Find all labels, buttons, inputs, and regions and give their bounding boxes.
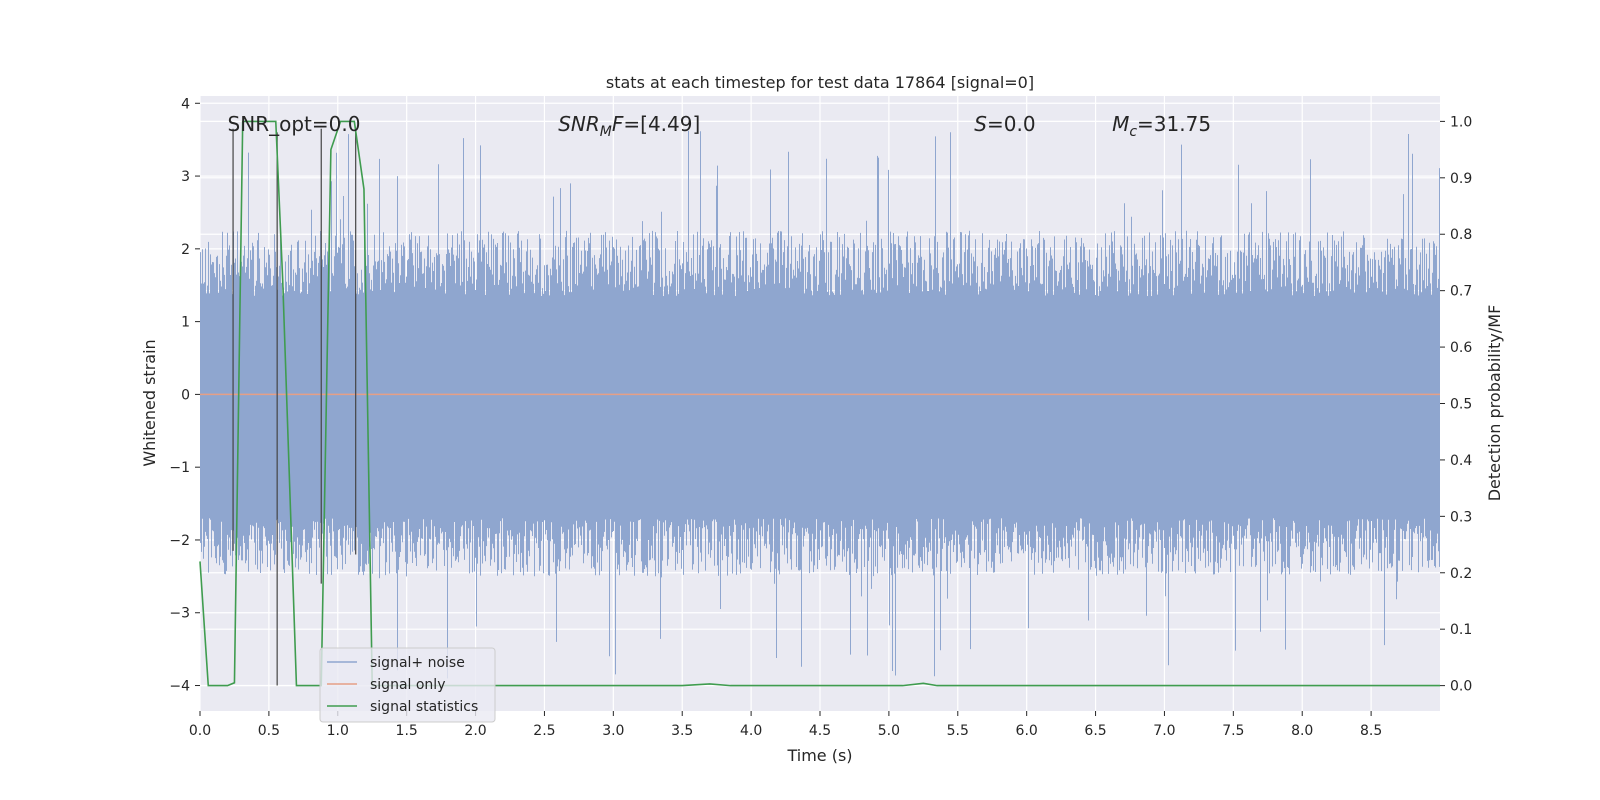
x-tick-label: 0.5 (258, 723, 280, 739)
annotations: SNR_opt=0.0 SNRMF=[4.49] S=0.0 Mc=31.75 (228, 112, 1212, 140)
left-tick-label: −3 (169, 606, 190, 622)
annotation-suffix-italic: F (612, 112, 624, 136)
annotation-prefix: SNR (558, 112, 600, 136)
left-tick-label: 0 (181, 387, 190, 403)
annotation-subscript: M (600, 124, 612, 140)
x-tick-label: 8.5 (1360, 723, 1382, 739)
annotation-suffix: =0.0 (987, 112, 1036, 136)
annotation-prefix: SNR_opt=0.0 (228, 112, 361, 136)
noise-trace (200, 130, 1440, 679)
x-tick-label: 0.0 (189, 723, 211, 739)
annotation-2: S=0.0 (974, 112, 1035, 136)
annotation-1: SNRMF=[4.49] (558, 112, 700, 140)
right-tick-label: 0.6 (1450, 340, 1472, 356)
annotation-subscript: c (1129, 124, 1137, 140)
signal-statistics-line (199, 120, 1440, 687)
annotation-suffix-rest: =[4.49] (623, 112, 700, 136)
x-tick-label: 7.0 (1153, 723, 1175, 739)
left-tick-label: −4 (169, 679, 190, 695)
right-tick-label: 0.0 (1450, 679, 1472, 695)
annotation-prefix: M (1112, 112, 1129, 136)
left-tick-label: 4 (181, 96, 190, 112)
x-tick-label: 3.5 (671, 723, 693, 739)
left-tick-label: −2 (169, 533, 190, 549)
signal-statistics-series (199, 120, 1440, 687)
left-tick-label: 1 (181, 315, 190, 331)
legend-label-signal-noise: signal+ noise (370, 655, 465, 671)
right-tick-label: 1.0 (1450, 114, 1472, 130)
right-tick-label: 0.1 (1450, 622, 1472, 638)
x-axis-ticks: 0.0 0.5 1.0 1.5 2.0 2.5 3.0 3.5 4.0 4.5 5.0 5.5 6.0 6… (189, 711, 1382, 739)
x-tick-label: 6.0 (1016, 723, 1038, 739)
y2-axis-label: Detection probability/MF (1485, 305, 1504, 502)
right-tick-label: 0.9 (1450, 171, 1472, 187)
x-tick-label: 8.0 (1291, 723, 1313, 739)
left-tick-label: 3 (181, 169, 190, 185)
x-axis-label: Time (s) (786, 746, 852, 765)
right-tick-label: 0.8 (1450, 227, 1472, 243)
left-y-axis-ticks: −4 −3 −2 −1 0 1 2 3 4 (169, 96, 200, 695)
x-tick-label: 7.5 (1222, 723, 1244, 739)
annotation-suffix: =31.75 (1137, 112, 1211, 136)
x-tick-label: 1.5 (396, 723, 418, 739)
right-tick-label: 0.7 (1450, 284, 1472, 300)
right-y-axis-ticks: 0.0 0.1 0.2 0.3 0.4 0.5 0.6 0.7 0.8 0.9 1.0 (1440, 114, 1472, 695)
x-tick-label: 2.0 (464, 723, 486, 739)
x-tick-label: 1.0 (327, 723, 349, 739)
left-tick-label: 2 (181, 242, 190, 258)
right-tick-label: 0.3 (1450, 509, 1472, 525)
right-tick-label: 0.5 (1450, 397, 1472, 413)
vertical-markers (232, 128, 357, 686)
legend-label-signal-only: signal only (370, 677, 445, 693)
signal-plus-noise-series (200, 130, 1440, 679)
legend: signal+ noise signal only signal statist… (319, 647, 496, 723)
x-tick-label: 3.0 (602, 723, 624, 739)
right-tick-label: 0.2 (1450, 566, 1472, 582)
y-axis-label: Whitened strain (140, 339, 159, 466)
x-tick-label: 4.0 (740, 723, 762, 739)
legend-box (319, 647, 496, 723)
x-tick-label: 5.5 (947, 723, 969, 739)
x-tick-label: 5.0 (878, 723, 900, 739)
annotation-0: SNR_opt=0.0 (228, 112, 361, 136)
annotation-3: Mc=31.75 (1112, 112, 1211, 140)
x-tick-label: 2.5 (533, 723, 555, 739)
chart-title: stats at each timestep for test data 178… (606, 73, 1034, 92)
annotation-suffix: F=[4.49] (612, 112, 700, 136)
annotation-prefix: S (974, 112, 987, 136)
x-tick-label: 4.5 (809, 723, 831, 739)
left-tick-label: −1 (169, 460, 190, 476)
legend-label-signal-statistics: signal statistics (370, 699, 478, 715)
x-tick-label: 6.5 (1084, 723, 1106, 739)
right-tick-label: 0.4 (1450, 453, 1472, 469)
